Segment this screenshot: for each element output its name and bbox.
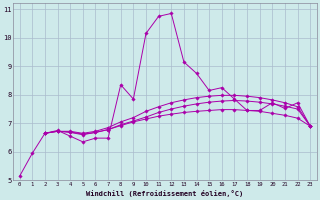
- X-axis label: Windchill (Refroidissement éolien,°C): Windchill (Refroidissement éolien,°C): [86, 190, 244, 197]
